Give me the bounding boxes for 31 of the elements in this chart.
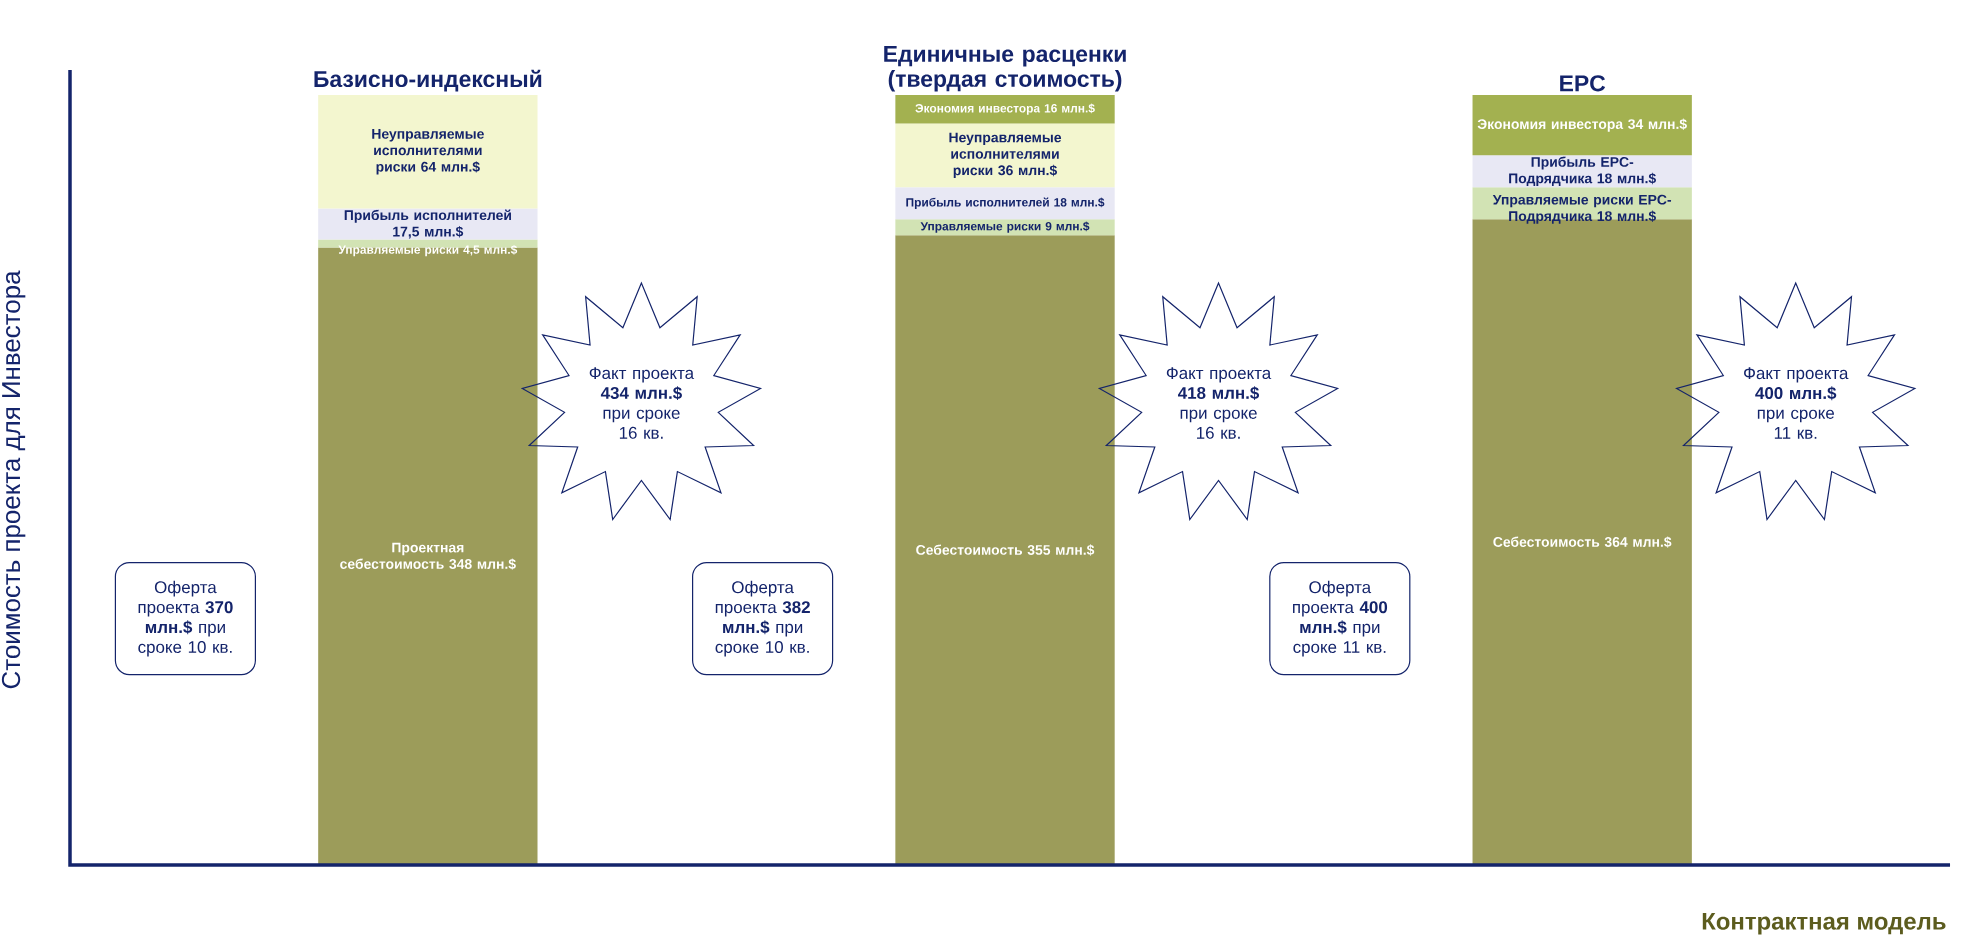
- bar: [1472, 94, 1692, 156]
- data-label: Неуправляемые исполнителями риски 36 млн.$: [949, 132, 1062, 178]
- bar: [318, 94, 538, 209]
- bar: [318, 247, 538, 865]
- data-label: Прибыль исполнителей 17,5 млн.$: [344, 209, 511, 239]
- bar: [895, 235, 1115, 865]
- data-label: Экономия инвестора 16 млн.$: [915, 103, 1095, 115]
- data-label: Проектная себестоимость 348 млн.$: [340, 542, 516, 570]
- y-axis-title: Стоимость проекта для Инвестора: [1, 270, 26, 689]
- data-label: Неуправляемые исполнителями риски 64 млн.$: [372, 129, 484, 175]
- data-label: Прибыль исполнителей 18 млн.$: [906, 197, 1105, 209]
- annotation: Факт проекта 434 млн.$ при сроке 16 кв.: [589, 367, 695, 439]
- annotation: Оферта проекта 382 млн.$ при сроке 10 кв.: [715, 580, 810, 657]
- annotation: Факт проекта 400 млн.$ при сроке 11 кв.: [1744, 367, 1849, 439]
- annotation: Факт проекта 418 млн.$ при сроке 16 кв.: [1166, 367, 1272, 439]
- data-label: Себестоимость 364 млн.$: [1493, 536, 1672, 548]
- data-label: Управляемые риски 9 млн.$: [920, 221, 1090, 233]
- annotation: Оферта проекта 400 млн.$ при сроке 11 кв.: [1293, 580, 1388, 657]
- data-label: Управляемые риски EPC-Подрядчика 18 млн.$: [1492, 194, 1672, 224]
- bar: [895, 123, 1115, 188]
- bar: [895, 187, 1115, 220]
- x-axis-title: Контрактная модель: [1702, 913, 1946, 935]
- data-label: Управляемые риски 4,5 млн.$: [338, 244, 518, 257]
- x-tick-label: Базисно-индексный: [314, 69, 542, 92]
- annotation: Оферта проекта 370 млн.$ при сроке 10 кв.: [138, 580, 233, 657]
- data-label: Экономия инвестора 34 млн.$: [1477, 118, 1687, 132]
- x-tick-label: Единичные расценки (твердая стоимость): [884, 46, 1126, 92]
- x-tick-label: EPC: [1560, 75, 1606, 92]
- data-label: Прибыль EPC-Подрядчика 18 млн.$: [1509, 156, 1656, 187]
- data-label: Себестоимость 355 млн.$: [916, 544, 1095, 556]
- bar: [895, 94, 1115, 124]
